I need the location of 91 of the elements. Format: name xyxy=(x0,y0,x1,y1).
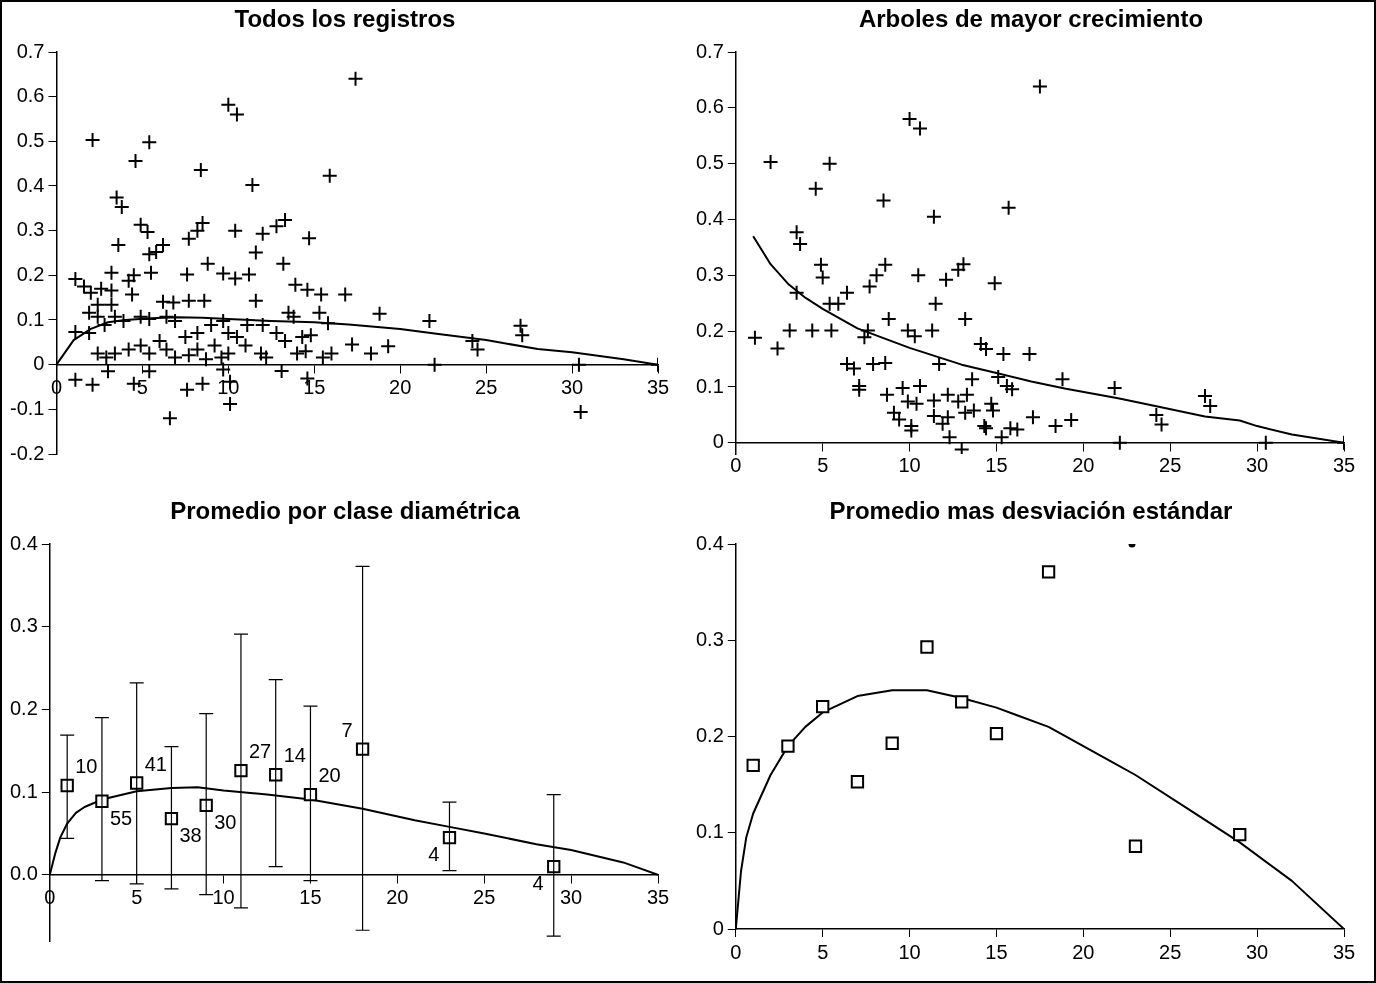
annotation: 30 xyxy=(214,810,237,833)
point xyxy=(1041,565,1056,579)
y-tick-label: 0.7 xyxy=(695,39,724,62)
y-tick-label: 0 xyxy=(33,352,45,375)
x-tick-label: 5 xyxy=(817,940,829,963)
x-tick-label: 10 xyxy=(898,940,921,963)
y-tick-label: 0.6 xyxy=(16,84,45,107)
y-tick-label: 0.7 xyxy=(16,39,45,62)
x-tick-label: 25 xyxy=(1159,454,1182,477)
x-tick-label: 20 xyxy=(389,376,412,399)
point xyxy=(920,640,934,654)
x-tick-label: 5 xyxy=(136,376,148,399)
y-tick-label: 0.3 xyxy=(16,218,45,241)
point xyxy=(1128,839,1143,853)
chart-title: Arboles de mayor crecimiento xyxy=(857,4,1205,34)
point xyxy=(355,742,370,756)
y-tick-label: 0.1 xyxy=(695,820,724,843)
annotation: 27 xyxy=(248,740,272,763)
y-tick-label: 0.3 xyxy=(9,614,38,637)
annotation: 38 xyxy=(179,824,202,847)
x-tick-label: 15 xyxy=(985,940,1008,963)
x-tick-label: 35 xyxy=(1332,940,1356,963)
point xyxy=(130,776,144,790)
y-tick-label: 0.5 xyxy=(16,128,45,151)
point xyxy=(955,695,969,709)
x-tick-label: 0 xyxy=(730,454,742,477)
y-tick-label: 0.6 xyxy=(695,95,724,118)
x-tick-label: 20 xyxy=(1072,454,1095,477)
y-tick-label: 0.1 xyxy=(9,779,38,802)
annotation: 4 xyxy=(532,872,544,895)
point xyxy=(60,778,74,793)
x-tick-label: 35 xyxy=(1332,454,1356,477)
x-tick-label: 10 xyxy=(212,886,235,909)
point xyxy=(199,798,213,813)
y-tick-label: -0.2 xyxy=(9,441,45,464)
point xyxy=(547,859,561,874)
y-tick-label: 0.1 xyxy=(16,307,45,330)
x-tick-label: 30 xyxy=(559,886,583,909)
y-tick-label: 0 xyxy=(712,916,724,939)
chart-title: Todos los registros xyxy=(233,4,457,34)
chart-title: Promedio por clase diamétrica xyxy=(169,496,521,526)
point xyxy=(303,787,318,802)
x-tick-label: 30 xyxy=(560,376,584,399)
y-tick-label: 0.0 xyxy=(9,862,38,885)
x-tick-label: 35 xyxy=(646,376,670,399)
y-tick-label: 0.4 xyxy=(16,173,45,196)
y-tick-label: 0.2 xyxy=(9,696,38,719)
point xyxy=(1233,828,1247,842)
x-tick-label: 30 xyxy=(1245,940,1269,963)
x-tick-label: 25 xyxy=(475,376,498,399)
x-tick-label: 20 xyxy=(1072,940,1095,963)
x-tick-label: 5 xyxy=(817,454,829,477)
y-tick-label: 0.1 xyxy=(695,374,724,397)
y-tick-label: 0.4 xyxy=(9,531,38,554)
y-tick-label: 0.3 xyxy=(695,262,724,285)
point xyxy=(746,758,760,773)
y-tick-label: 0.2 xyxy=(695,724,724,747)
x-tick-label: 20 xyxy=(386,886,409,909)
x-tick-label: 5 xyxy=(131,886,143,909)
point xyxy=(850,775,865,789)
y-tick-label: 0.2 xyxy=(16,262,45,285)
y-tick-label: 0.5 xyxy=(695,151,724,174)
point xyxy=(781,739,795,753)
annotation: 14 xyxy=(283,744,306,767)
point xyxy=(816,700,830,714)
x-tick-label: 30 xyxy=(1245,454,1269,477)
y-tick-label: 0.4 xyxy=(695,207,724,230)
x-tick-label: 15 xyxy=(985,454,1008,477)
y-tick-label: -0.1 xyxy=(9,396,45,419)
annotation: 10 xyxy=(75,755,98,778)
point xyxy=(989,726,1004,741)
point xyxy=(885,736,899,750)
annotation: 7 xyxy=(341,718,353,741)
y-tick-label: 0.3 xyxy=(695,627,724,650)
x-tick-label: 35 xyxy=(646,886,670,909)
x-tick-label: 15 xyxy=(299,886,322,909)
annotation: 41 xyxy=(144,752,167,775)
y-tick-label: 0.2 xyxy=(695,318,724,341)
annotation: 55 xyxy=(109,806,133,829)
annotation: 20 xyxy=(318,764,341,787)
chart-title: Promedio mas desviación estándar xyxy=(828,496,1234,526)
y-tick-label: 0.4 xyxy=(695,531,724,554)
point xyxy=(269,768,283,782)
x-tick-label: 25 xyxy=(473,886,496,909)
x-tick-label: 25 xyxy=(1159,940,1182,963)
x-tick-label: 15 xyxy=(303,376,326,399)
x-tick-label: 10 xyxy=(898,454,921,477)
x-tick-label: 0 xyxy=(730,940,742,963)
annotation: 4 xyxy=(428,843,440,866)
y-tick-label: 0 xyxy=(712,430,724,453)
point xyxy=(164,811,179,826)
